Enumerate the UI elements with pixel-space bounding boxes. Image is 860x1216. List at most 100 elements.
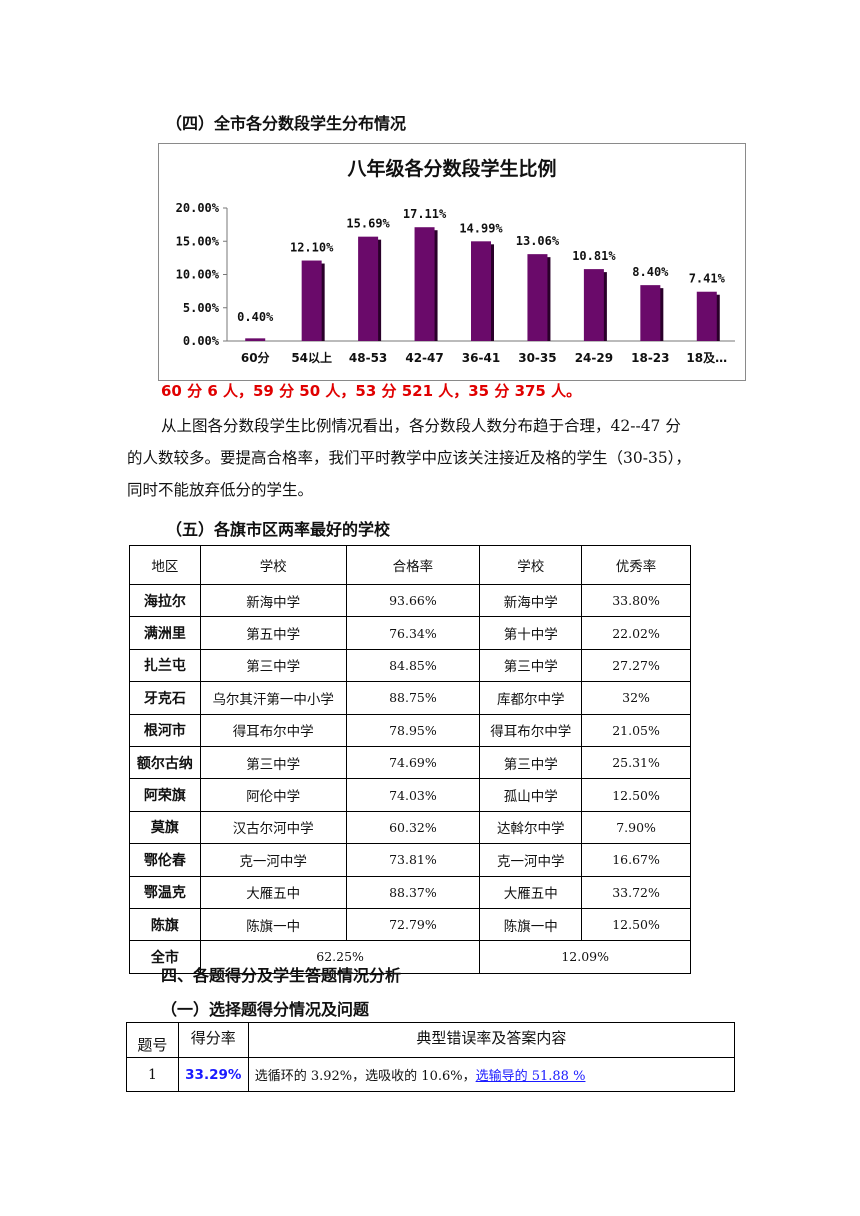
typical-errors-text: 选循环的 3.92%，选吸收的 10.6%， [254, 1069, 476, 1084]
cell-region: 鄂温克 [129, 875, 201, 909]
cell-excellent-rate: 16.67% [581, 843, 691, 877]
cell-excellent-rate: 22.02% [581, 616, 691, 650]
cell-pass-rate: 78.95% [345, 713, 481, 747]
cell-region: 根河市 [129, 713, 201, 747]
cell-region: 阿荣旗 [129, 778, 201, 812]
question-number: 1 [126, 1057, 179, 1092]
bar [640, 285, 661, 341]
cell-excellent-rate: 32% [581, 681, 691, 715]
x-category-label: 60分 [241, 350, 270, 365]
bar-value-label: 10.81% [572, 249, 616, 263]
cell-pass-rate: 74.69% [345, 745, 481, 780]
cell-school-pass: 阿伦中学 [199, 778, 347, 812]
x-category-label: 18-23 [631, 351, 669, 365]
cell-pass-rate: 73.81% [345, 843, 481, 877]
x-category-label: 30-35 [518, 351, 556, 365]
cell-school-excellent: 孤山中学 [479, 778, 583, 812]
score-distribution-chart: 八年级各分数段学生比例 0.00% 5.00% 10.00% 15.00% 20.00%… [158, 143, 746, 381]
cell-pass-rate: 72.79% [345, 907, 481, 942]
header-region: 地区 [129, 545, 201, 585]
table-row: 满洲里 第五中学 76.34% 第十中学 22.02% [129, 616, 691, 650]
bar-value-label: 15.69% [346, 217, 390, 231]
table-row: 牙克石 乌尔其汗第一中小学 88.75% 库都尔中学 32% [129, 681, 691, 715]
part4-heading: 四、各题得分及学生答题情况分析 [161, 966, 402, 985]
cell-school-pass: 汉古尔河中学 [199, 810, 347, 845]
cell-region: 扎兰屯 [129, 648, 201, 683]
cell-school-excellent: 第三中学 [479, 745, 583, 780]
cell-school-excellent: 大雁五中 [479, 875, 583, 909]
cell-excellent-rate: 12.50% [581, 907, 691, 942]
cell-school-excellent: 克一河中学 [479, 843, 583, 877]
bar [245, 338, 266, 341]
bar [358, 236, 379, 341]
bar [414, 227, 435, 341]
table-row: 额尔古纳 第三中学 74.69% 第三中学 25.31% [129, 745, 691, 780]
bar-value-label: 14.99% [459, 221, 503, 235]
x-category-label: 54以上 [291, 350, 332, 365]
bar [583, 269, 604, 341]
cell-pass-rate: 76.34% [345, 616, 481, 650]
choice-question-table: 题号 得分率 典型错误率及答案内容 1 33.29% 选循环的 3.92%，选吸… [126, 1022, 736, 1092]
cell-school-pass: 新海中学 [199, 583, 347, 618]
bar [301, 260, 322, 341]
bar [696, 291, 717, 341]
cell-school-excellent: 达斡尔中学 [479, 810, 583, 845]
header-school-excellent: 学校 [479, 545, 583, 585]
table-row: 阿荣旗 阿伦中学 74.03% 孤山中学 12.50% [129, 778, 691, 812]
total-region: 全市 [129, 940, 201, 974]
chart-title: 八年级各分数段学生比例 [347, 158, 557, 180]
cell-excellent-rate: 25.31% [581, 745, 691, 780]
cell-region: 额尔古纳 [129, 745, 201, 780]
cell-school-excellent: 第三中学 [479, 648, 583, 683]
y-tick-label: 10.00% [176, 268, 220, 282]
red-note: 60 分 6 人，59 分 50 人，53 分 521 人，35 分 375 人… [161, 382, 582, 400]
paragraph-line-3: 同时不能放弃低分的学生。 [127, 481, 314, 499]
table-row: 鄂伦春 克一河中学 73.81% 克一河中学 16.67% [129, 843, 691, 877]
paragraph-line-1: 从上图各分数段学生比例情况看出，各分数段人数分布趋于合理，42--47 分 [161, 417, 681, 435]
cell-school-pass: 大雁五中 [199, 875, 347, 909]
cell-excellent-rate: 12.50% [581, 778, 691, 812]
table-row: 1 33.29% 选循环的 3.92%，选吸收的 10.6%，选输导的 51.8… [126, 1057, 736, 1092]
cell-school-pass: 克一河中学 [199, 843, 347, 877]
y-tick-label: 5.00% [183, 301, 220, 315]
section-heading-score-distribution: （四）全市各分数段学生分布情况 [166, 114, 407, 133]
y-tick-label: 20.00% [176, 201, 220, 215]
y-tick-label: 15.00% [176, 234, 220, 248]
cell-pass-rate: 84.85% [345, 648, 481, 683]
header-school-pass: 学校 [199, 545, 347, 585]
bar-value-label: 8.40% [632, 265, 669, 279]
header-excellent-rate: 优秀率 [581, 545, 691, 585]
cell-school-excellent: 新海中学 [479, 583, 583, 618]
cell-school-pass: 第五中学 [199, 616, 347, 650]
cell-school-pass: 陈旗一中 [199, 907, 347, 942]
cell-school-pass: 得耳布尔中学 [199, 713, 347, 747]
cell-pass-rate: 88.75% [345, 681, 481, 715]
cell-excellent-rate: 33.80% [581, 583, 691, 618]
typical-errors-link[interactable]: 选输导的 51.88 % [475, 1069, 586, 1084]
bar-value-label: 17.11% [403, 207, 447, 221]
bar-value-label: 13.06% [516, 234, 560, 248]
cell-excellent-rate: 7.90% [581, 810, 691, 845]
bar-value-label: 12.10% [290, 241, 334, 255]
x-category-label: 24-29 [575, 351, 613, 365]
header-question-number: 题号 [126, 1022, 179, 1058]
typical-errors-cell: 选循环的 3.92%，选吸收的 10.6%，选输导的 51.88 % [247, 1057, 736, 1092]
table-row: 根河市 得耳布尔中学 78.95% 得耳布尔中学 21.05% [129, 713, 691, 747]
chart-plot: 0.00% 5.00% 10.00% 15.00% 20.00% 0.40% 60分 12.1… [176, 201, 735, 365]
cell-school-pass: 乌尔其汗第一中小学 [199, 681, 347, 715]
score-rate: 33.29% [177, 1057, 249, 1092]
header-score-rate: 得分率 [177, 1022, 249, 1058]
table-total-row: 全市 62.25% 12.09% [129, 940, 691, 974]
table-row: 陈旗 陈旗一中 72.79% 陈旗一中 12.50% [129, 907, 691, 942]
table-header-row: 地区 学校 合格率 学校 优秀率 [129, 545, 691, 585]
cell-pass-rate: 74.03% [345, 778, 481, 812]
table-row: 海拉尔 新海中学 93.66% 新海中学 33.80% [129, 583, 691, 618]
total-pass-rate: 62.25% [199, 940, 481, 974]
table-row: 莫旗 汉古尔河中学 60.32% 达斡尔中学 7.90% [129, 810, 691, 845]
header-typical-errors: 典型错误率及答案内容 [247, 1022, 736, 1058]
cell-school-excellent: 得耳布尔中学 [479, 713, 583, 747]
table-row: 扎兰屯 第三中学 84.85% 第三中学 27.27% [129, 648, 691, 683]
x-category-label: 48-53 [349, 351, 387, 365]
cell-school-pass: 第三中学 [199, 745, 347, 780]
cell-excellent-rate: 21.05% [581, 713, 691, 747]
